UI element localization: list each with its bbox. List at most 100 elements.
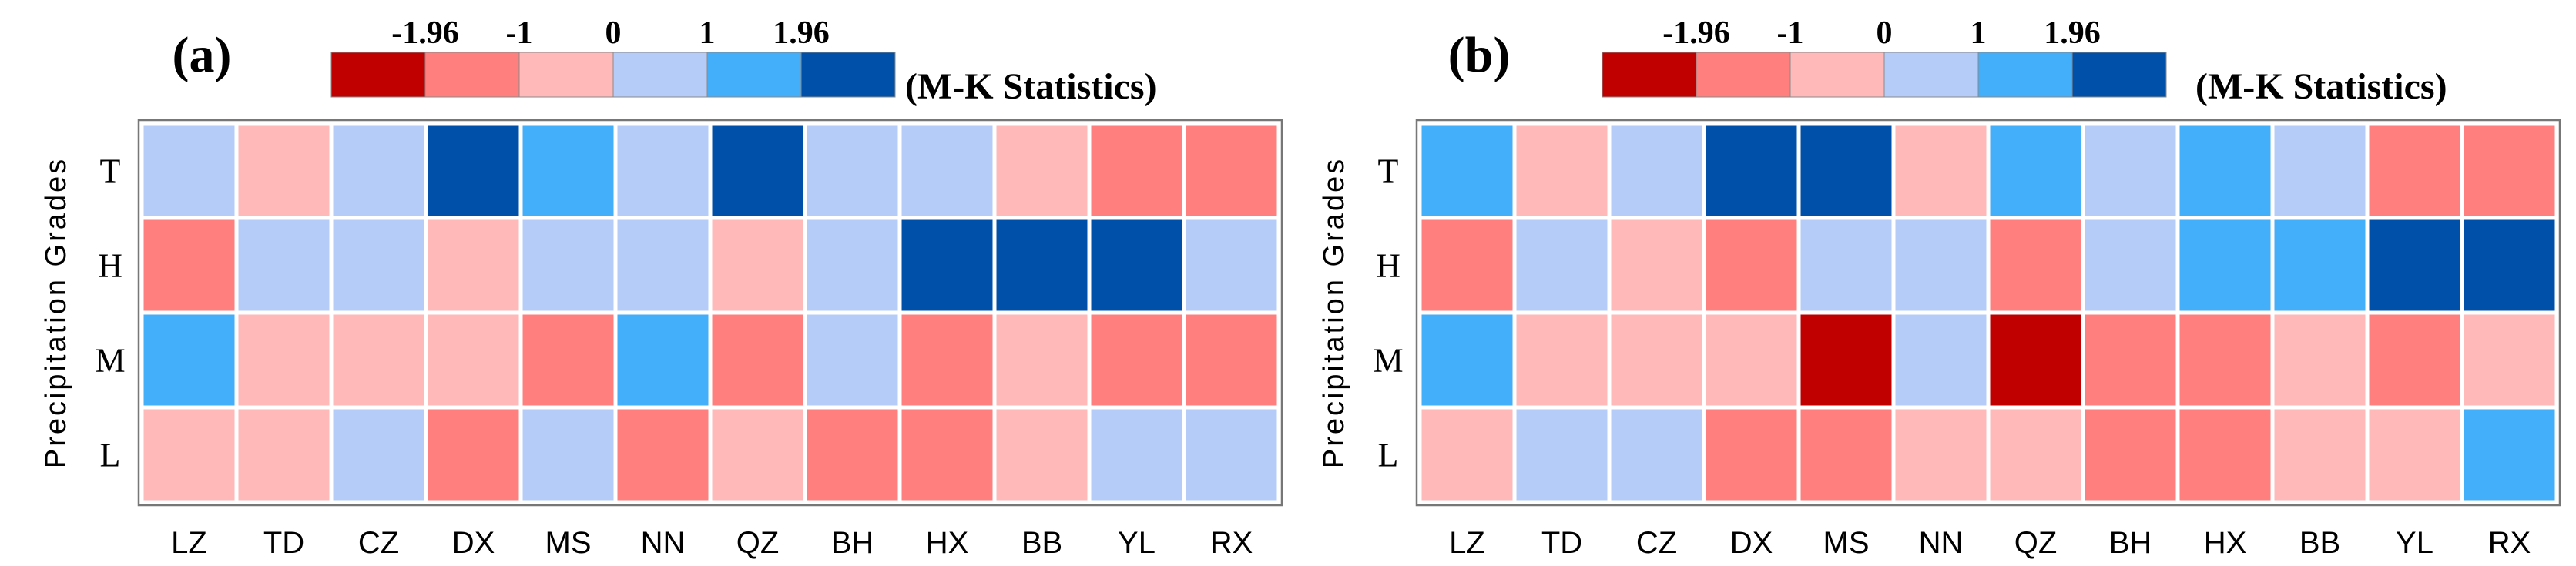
colorbar-segment xyxy=(1789,52,1885,98)
heatmap-cell xyxy=(1421,219,1513,311)
x-tick-label: BB xyxy=(1021,526,1062,560)
heatmap-cell xyxy=(428,219,519,311)
y-tick-label: T xyxy=(1378,152,1399,190)
heatmap-cell xyxy=(617,125,709,216)
heatmap-cell xyxy=(522,314,614,406)
colorbar-segment xyxy=(1977,52,2073,98)
heatmap-cell xyxy=(1516,219,1608,311)
heatmap-cell xyxy=(2179,125,2271,216)
x-tick-label: RX xyxy=(2488,526,2531,560)
colorbar-tick-label: 1 xyxy=(699,15,716,51)
heatmap-cell xyxy=(617,314,709,406)
x-tick-label: BH xyxy=(831,526,874,560)
heatmap-cell xyxy=(1990,125,2081,216)
heatmap-cell xyxy=(712,219,803,311)
heatmap-cell xyxy=(2179,409,2271,501)
y-tick-label: H xyxy=(98,247,122,285)
heatmap-cell xyxy=(807,409,898,501)
colorbar-title: (M-K Statistics) xyxy=(905,66,1157,107)
heatmap-cell xyxy=(1611,409,1702,501)
heatmap-cell xyxy=(901,219,993,311)
heatmap-cell xyxy=(1706,125,1797,216)
heatmap-cell xyxy=(2464,314,2555,406)
heatmap-cell xyxy=(1611,219,1702,311)
colorbar-tick-label: -1.96 xyxy=(391,15,459,51)
heatmap-cell xyxy=(333,219,424,311)
heatmap-cell xyxy=(1895,219,1987,311)
heatmap-cell xyxy=(1706,409,1797,501)
heatmap-cell xyxy=(1091,219,1182,311)
colorbar: -1.96 -1 0 1 1.96 (M-K Statistics) xyxy=(330,15,1157,107)
heatmap-cell xyxy=(1091,409,1182,501)
heatmap-cell xyxy=(1091,314,1182,406)
y-axis-title: Precipitation Grades xyxy=(1318,157,1350,468)
x-tick-label: BB xyxy=(2299,526,2340,560)
heatmap-cell xyxy=(1186,125,1277,216)
heatmap-cell xyxy=(428,314,519,406)
x-tick-label: NN xyxy=(1919,526,1964,560)
heatmap-cell xyxy=(522,125,614,216)
heatmap-cell xyxy=(143,125,235,216)
colorbar-segment xyxy=(800,52,896,98)
heatmap-cell xyxy=(996,314,1088,406)
colorbar-tick-label: -1.96 xyxy=(1662,15,1730,51)
y-axis-title: Precipitation Grades xyxy=(40,157,72,468)
x-tick-label: NN xyxy=(641,526,686,560)
heatmap-cell xyxy=(1895,314,1987,406)
colorbar-tick-label: -1 xyxy=(506,15,533,51)
heatmap-cell xyxy=(1800,314,1892,406)
heatmap-cell xyxy=(2274,314,2366,406)
heatmap-cell xyxy=(1516,409,1608,501)
heatmap-cell xyxy=(238,409,330,501)
colorbar-tick-label: 0 xyxy=(1877,15,1893,51)
heatmap-cell xyxy=(712,409,803,501)
heatmap-cell xyxy=(1800,219,1892,311)
heatmap-cell xyxy=(2369,125,2460,216)
heatmap-cell xyxy=(333,125,424,216)
colorbar-segment xyxy=(330,52,426,98)
colorbar-tick-label: 1 xyxy=(1971,15,1987,51)
heatmap-cell xyxy=(807,219,898,311)
y-tick-label: M xyxy=(95,342,125,380)
colorbar-segment xyxy=(1696,52,1791,98)
x-tick-label: QZ xyxy=(2014,526,2058,560)
heatmap-cell xyxy=(1990,219,2081,311)
heatmap-cell xyxy=(901,125,993,216)
colorbar-segment xyxy=(2071,52,2167,98)
heatmap-cell xyxy=(428,409,519,501)
colorbar-segment xyxy=(612,52,708,98)
panel-label: (b) xyxy=(1448,27,1511,83)
heatmap-cell xyxy=(1706,314,1797,406)
heatmap-cell xyxy=(1895,125,1987,216)
heatmap-cell xyxy=(1800,409,1892,501)
heatmap-cell xyxy=(2369,409,2460,501)
colorbar-title: (M-K Statistics) xyxy=(2195,66,2447,107)
heatmap-cell xyxy=(1706,219,1797,311)
y-tick-label: L xyxy=(1378,437,1399,474)
x-tick-label: MS xyxy=(545,526,592,560)
colorbar-segment xyxy=(518,52,614,98)
x-tick-label: DX xyxy=(452,526,495,560)
y-tick-label: T xyxy=(100,152,121,190)
heatmap-cell xyxy=(2464,409,2555,501)
heatmap-cell xyxy=(2274,125,2366,216)
heatmap-cell xyxy=(807,314,898,406)
heatmap-cell xyxy=(522,219,614,311)
heatmap-cell xyxy=(901,409,993,501)
heatmap-cell xyxy=(2464,219,2555,311)
heatmap-cell xyxy=(143,409,235,501)
heatmap-cell xyxy=(2085,125,2176,216)
heatmap-cell xyxy=(1186,314,1277,406)
colorbar: -1.96 -1 0 1 1.96 (M-K Statistics) xyxy=(1602,15,2447,107)
y-tick-label: H xyxy=(1376,247,1400,285)
x-tick-label: LZ xyxy=(171,526,207,560)
heatmap-cell xyxy=(2085,409,2176,501)
heatmap-cell xyxy=(617,219,709,311)
heatmap-cell xyxy=(1186,409,1277,501)
heatmap-cell xyxy=(807,125,898,216)
x-tick-label: TD xyxy=(1541,526,1582,560)
x-tick-label: HX xyxy=(926,526,969,560)
heatmap-cell xyxy=(2179,314,2271,406)
colorbar-segment xyxy=(1883,52,1979,98)
heatmap-cell xyxy=(2085,219,2176,311)
